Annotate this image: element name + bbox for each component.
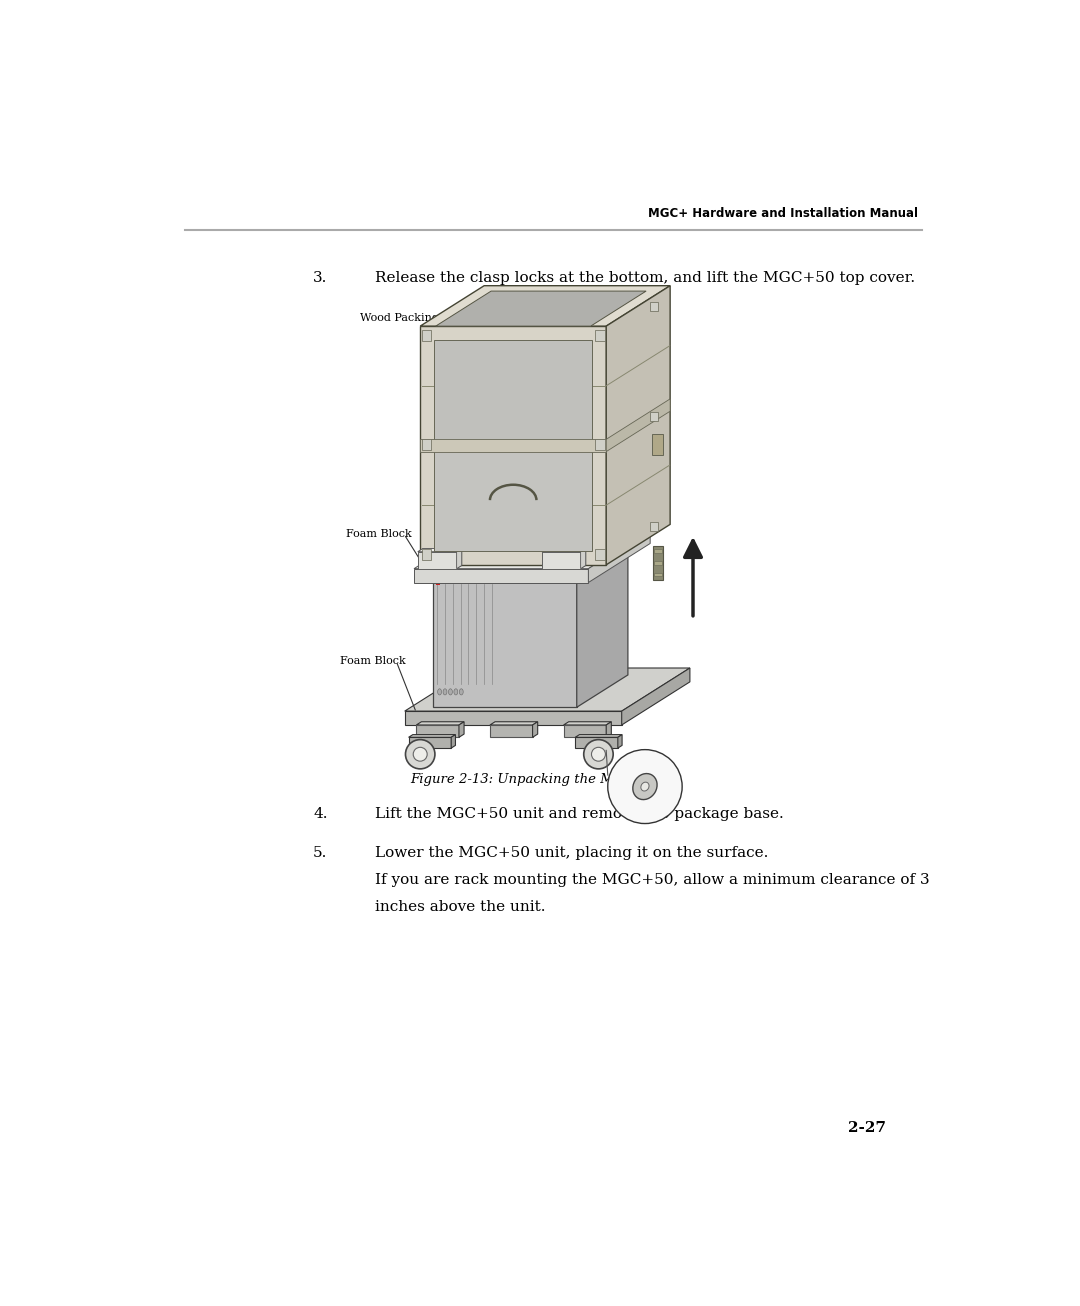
Polygon shape	[581, 549, 585, 568]
Polygon shape	[652, 434, 663, 456]
Polygon shape	[542, 549, 585, 551]
Bar	[595, 330, 605, 341]
Polygon shape	[414, 568, 589, 582]
Polygon shape	[606, 722, 611, 738]
Text: Lift the MGC+50 unit and remove the package base.: Lift the MGC+50 unit and remove the pack…	[375, 807, 784, 821]
Bar	[654, 562, 662, 564]
Polygon shape	[420, 439, 606, 452]
Polygon shape	[589, 530, 650, 582]
Text: inches above the unit.: inches above the unit.	[375, 900, 545, 914]
Polygon shape	[451, 734, 456, 748]
Polygon shape	[434, 449, 592, 551]
Polygon shape	[418, 549, 462, 551]
Bar	[435, 580, 441, 585]
Polygon shape	[420, 286, 670, 326]
Polygon shape	[416, 722, 464, 725]
Bar	[595, 550, 605, 560]
Polygon shape	[408, 738, 451, 748]
Polygon shape	[606, 398, 670, 452]
Polygon shape	[622, 667, 690, 725]
Ellipse shape	[640, 782, 649, 791]
Text: 2-27: 2-27	[848, 1121, 886, 1135]
Polygon shape	[435, 291, 646, 326]
Text: Foam Block: Foam Block	[340, 656, 406, 666]
Polygon shape	[653, 546, 663, 580]
Polygon shape	[490, 722, 538, 725]
Ellipse shape	[443, 688, 447, 695]
Bar	[595, 439, 605, 451]
Polygon shape	[490, 725, 532, 738]
Ellipse shape	[592, 747, 606, 761]
Ellipse shape	[633, 773, 657, 799]
Bar	[422, 550, 431, 560]
Polygon shape	[408, 734, 456, 738]
Text: Figure 2-13: Unpacking the MGC+50: Figure 2-13: Unpacking the MGC+50	[410, 773, 663, 786]
Polygon shape	[433, 545, 627, 576]
Text: Lower the MGC+50 unit, placing it on the surface.: Lower the MGC+50 unit, placing it on the…	[375, 846, 769, 859]
Ellipse shape	[437, 688, 442, 695]
Polygon shape	[581, 549, 585, 568]
Text: Release the clasp locks at the bottom, and lift the MGC+50 top cover.: Release the clasp locks at the bottom, a…	[375, 270, 916, 285]
Bar	[650, 302, 658, 312]
Polygon shape	[618, 734, 622, 748]
Polygon shape	[418, 551, 457, 568]
Polygon shape	[433, 576, 577, 708]
Text: Wood Packing Case: Wood Packing Case	[360, 313, 470, 324]
Polygon shape	[457, 549, 462, 568]
Ellipse shape	[459, 688, 463, 695]
Polygon shape	[542, 551, 581, 568]
Bar	[654, 550, 662, 554]
Polygon shape	[532, 722, 538, 738]
Bar	[654, 572, 662, 576]
Bar	[422, 330, 431, 341]
Ellipse shape	[454, 688, 458, 695]
Polygon shape	[606, 286, 670, 564]
Polygon shape	[418, 549, 462, 551]
Polygon shape	[542, 549, 585, 551]
Polygon shape	[405, 712, 622, 725]
Bar	[650, 521, 658, 532]
Polygon shape	[542, 551, 581, 568]
Text: MGC+ Hardware and Installation Manual: MGC+ Hardware and Installation Manual	[648, 206, 918, 219]
Text: Foam Block: Foam Block	[346, 529, 411, 539]
Polygon shape	[434, 340, 592, 441]
Text: 3.: 3.	[313, 270, 327, 285]
Circle shape	[608, 750, 683, 824]
Bar	[422, 439, 431, 451]
Polygon shape	[418, 551, 457, 568]
Text: 5.: 5.	[313, 846, 327, 859]
Ellipse shape	[405, 739, 435, 769]
Polygon shape	[414, 530, 650, 568]
Polygon shape	[577, 545, 627, 708]
Ellipse shape	[414, 747, 428, 761]
Polygon shape	[420, 326, 606, 564]
Polygon shape	[576, 734, 622, 738]
Polygon shape	[576, 738, 618, 748]
Polygon shape	[457, 549, 462, 568]
Polygon shape	[564, 725, 606, 738]
Text: 4.: 4.	[313, 807, 327, 821]
Polygon shape	[459, 722, 464, 738]
Text: If you are rack mounting the MGC+50, allow a minimum clearance of 3: If you are rack mounting the MGC+50, all…	[375, 872, 930, 887]
Polygon shape	[416, 725, 459, 738]
Polygon shape	[564, 722, 611, 725]
Ellipse shape	[448, 688, 453, 695]
Bar	[650, 411, 658, 421]
Polygon shape	[405, 667, 690, 712]
Ellipse shape	[583, 739, 613, 769]
